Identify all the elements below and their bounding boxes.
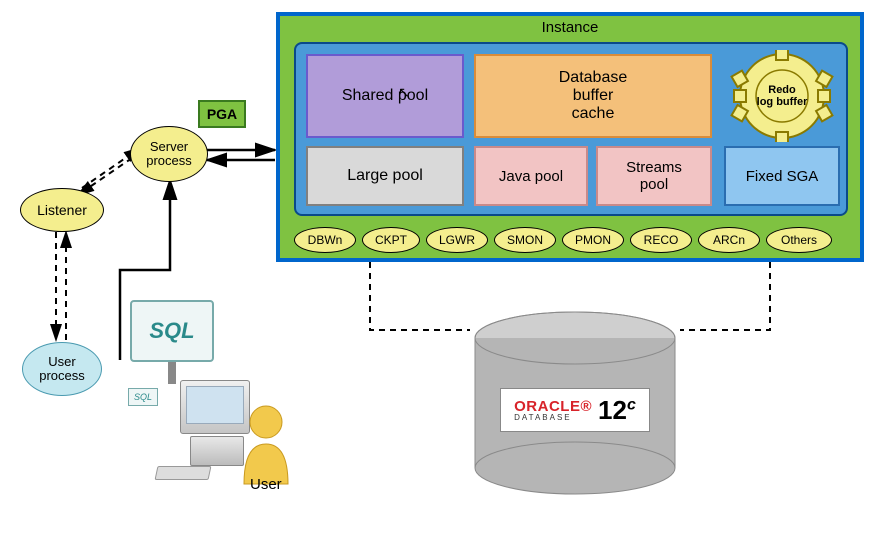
redo-label: Redo log buffer <box>752 78 812 114</box>
shared-pool: Shared pool ↖ <box>306 54 464 138</box>
java-pool-label: Java pool <box>499 168 563 185</box>
redo-log-buffer: Redo log buffer <box>724 50 840 142</box>
shared-pool-label: Shared pool <box>342 87 428 105</box>
sql-small: SQL <box>128 388 158 406</box>
large-pool-label: Large pool <box>347 167 423 185</box>
user-process: User process <box>22 342 102 396</box>
proc-lgwr: LGWR <box>426 227 488 253</box>
pc-keyboard <box>155 466 212 480</box>
proc-arcn: ARCn <box>698 227 760 253</box>
db-buffer-cache: Database buffer cache <box>474 54 712 138</box>
listener: Listener <box>20 188 104 232</box>
server-process: Server process <box>130 126 208 182</box>
user-label: User <box>250 476 282 493</box>
db-label-box: ORACLE® DATABASE 12c <box>500 388 650 432</box>
proc-others: Others <box>766 227 832 253</box>
proc-dbwn: DBWn <box>294 227 356 253</box>
user-icon <box>230 400 302 486</box>
pga-box: PGA <box>198 100 246 128</box>
instance-title: Instance <box>280 16 860 38</box>
proc-smon: SMON <box>494 227 556 253</box>
streams-pool: Streams pool <box>596 146 712 206</box>
bg-processes-row: DBWn CKPT LGWR SMON PMON RECO ARCn Other… <box>294 224 854 256</box>
db-brand: ORACLE® DATABASE <box>514 399 592 422</box>
proc-pmon: PMON <box>562 227 624 253</box>
listener-label: Listener <box>37 202 87 218</box>
sql-monitor: SQL <box>130 300 214 362</box>
cursor-icon: ↖ <box>398 84 410 101</box>
fixed-sga-label: Fixed SGA <box>746 168 819 185</box>
db-buffer-label: Database buffer cache <box>559 69 628 123</box>
user-process-label: User process <box>39 355 85 384</box>
db-version: 12c <box>598 395 636 426</box>
pga-label: PGA <box>207 106 237 122</box>
streams-pool-label: Streams pool <box>626 159 682 193</box>
large-pool: Large pool <box>306 146 464 206</box>
sql-text: SQL <box>149 318 194 344</box>
proc-reco: RECO <box>630 227 692 253</box>
workstation-group: SQL SQL User <box>120 290 320 500</box>
server-process-label: Server process <box>146 140 192 169</box>
fixed-sga: Fixed SGA <box>724 146 840 206</box>
instance-container: Instance Shared pool ↖ Database buffer c… <box>276 12 864 262</box>
sga-container: Shared pool ↖ Database buffer cache <box>294 42 848 216</box>
java-pool: Java pool <box>474 146 588 206</box>
monitor-stand <box>168 362 176 384</box>
db-cylinder: ORACLE® DATABASE 12c <box>470 310 680 496</box>
proc-ckpt: CKPT <box>362 227 420 253</box>
